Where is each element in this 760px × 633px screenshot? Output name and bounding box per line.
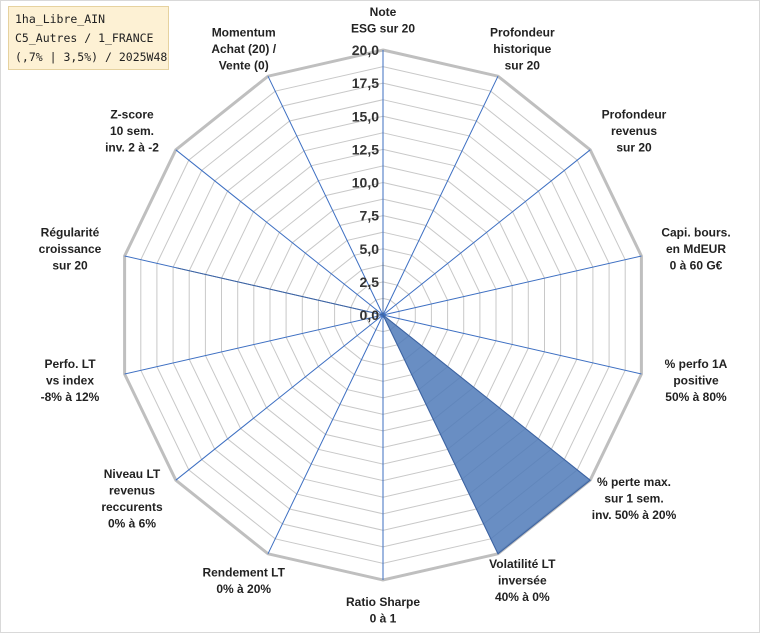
axis-label-line: 40% à 0% <box>495 590 550 604</box>
tick-label: 15,0 <box>352 108 379 124</box>
axis-label: % perte max. sur 1 sem. inv. 50% à 20% <box>592 475 677 522</box>
axis-label-line: 0 à 60 G€ <box>670 259 723 273</box>
radar-axis-labels: Note ESG sur 20 Profondeur historique sur 20… <box>39 5 731 626</box>
radar-series <box>176 262 592 555</box>
axis-label-line: Profondeur <box>490 26 555 40</box>
axis-label-line: vs index <box>46 373 94 387</box>
axis-spoke <box>267 314 384 555</box>
axis-label-line: sur 20 <box>52 259 88 273</box>
axis-label-line: historique <box>493 42 551 56</box>
axis-label-line: 0% à 6% <box>108 516 156 530</box>
axis-label-line: Profondeur <box>602 107 667 121</box>
axis-label-line: 0% à 20% <box>216 582 271 596</box>
axis-spoke <box>382 75 499 316</box>
tick-label: 7,5 <box>360 208 380 224</box>
axis-spoke <box>124 314 384 375</box>
axis-label-line: inv. 50% à 20% <box>592 508 677 522</box>
series-area <box>176 262 592 555</box>
axis-label-line: inv. 2 à -2 <box>105 140 159 154</box>
axis-label-line: sur 20 <box>616 140 652 154</box>
axis-label: Régularité croissance sur 20 <box>39 226 102 273</box>
axis-label-line: 10 sem. <box>110 124 154 138</box>
axis-label: Ratio Sharpe 0 à 1 <box>346 595 420 626</box>
axis-label-line: croissance <box>39 242 102 256</box>
info-line-1: 1ha_Libre_AIN <box>15 12 106 26</box>
axis-label: Note ESG sur 20 <box>351 5 415 36</box>
tick-label: 12,5 <box>352 141 379 157</box>
info-line-2: C5_Autres / 1_FRANCE <box>15 31 154 45</box>
axis-label-line: 50% à 80% <box>665 390 727 404</box>
tick-label: 17,5 <box>352 75 379 91</box>
axis-spoke <box>175 149 384 316</box>
axis-spoke <box>382 255 642 316</box>
axis-label-line: Z-score <box>110 107 154 121</box>
axis-label-line: Régularité <box>41 226 100 240</box>
axis-label-line: Ratio Sharpe <box>346 595 420 609</box>
tick-label: 10,0 <box>352 175 379 191</box>
radar-tick-labels: 0,0 2,5 5,0 7,5 10,0 12,5 15,0 17,5 20,0 <box>352 42 379 323</box>
axis-label-line: revenus <box>611 124 657 138</box>
axis-label-line: % perte max. <box>597 475 671 489</box>
axis-label-line: % perfo 1A <box>665 357 728 371</box>
info-box: 1ha_Libre_AIN C5_Autres / 1_FRANCE (,7% … <box>8 6 169 70</box>
tick-label: 2,5 <box>360 274 380 290</box>
axis-label-line: Vente (0) <box>219 59 269 73</box>
axis-spoke <box>382 149 591 316</box>
axis-label: Volatilité LT inversée 40% à 0% <box>489 557 556 604</box>
axis-label: Capi. bours. en MdEUR 0 à 60 G€ <box>661 226 730 273</box>
axis-label: Profondeur revenus sur 20 <box>602 107 667 154</box>
axis-label-line: Note <box>370 5 397 19</box>
axis-label: Perfo. LT vs index -8% à 12% <box>41 357 100 404</box>
axis-label-line: Rendement LT <box>202 565 285 579</box>
axis-spoke <box>382 314 642 375</box>
axis-label-line: Volatilité LT <box>489 557 556 571</box>
axis-label-line: Perfo. LT <box>44 357 96 371</box>
axis-label-line: -8% à 12% <box>41 390 100 404</box>
axis-label-line: Achat (20) / <box>211 42 276 56</box>
axis-label-line: en MdEUR <box>666 242 726 256</box>
tick-label: 20,0 <box>352 42 379 58</box>
axis-label-line: 0 à 1 <box>370 612 397 626</box>
axis-label-line: inversée <box>498 574 547 588</box>
axis-label: Niveau LT revenus reccurents 0% à 6% <box>101 467 163 531</box>
tick-label: 0,0 <box>360 307 380 323</box>
axis-label-line: Momentum <box>212 26 276 40</box>
axis-label-line: sur 20 <box>505 59 541 73</box>
axis-label: Profondeur historique sur 20 <box>490 26 555 73</box>
axis-label: Rendement LT 0% à 20% <box>202 565 285 596</box>
axis-label-line: Capi. bours. <box>661 226 730 240</box>
info-line-3: (,7% | 3,5%) / 2025W48 <box>15 50 168 64</box>
axis-label-line: sur 1 sem. <box>604 492 663 506</box>
axis-label: Z-score 10 sem. inv. 2 à -2 <box>105 107 159 154</box>
axis-label-line: ESG sur 20 <box>351 22 415 36</box>
axis-label-line: positive <box>673 373 719 387</box>
axis-label: Momentum Achat (20) / Vente (0) <box>211 26 276 73</box>
tick-label: 5,0 <box>360 241 380 257</box>
axis-label-line: Niveau LT <box>104 467 161 481</box>
axis-label-line: revenus <box>109 483 155 497</box>
axis-spoke <box>267 75 384 316</box>
axis-label-line: reccurents <box>101 500 163 514</box>
axis-label: % perfo 1A positive 50% à 80% <box>665 357 728 404</box>
axis-spoke <box>175 314 384 481</box>
